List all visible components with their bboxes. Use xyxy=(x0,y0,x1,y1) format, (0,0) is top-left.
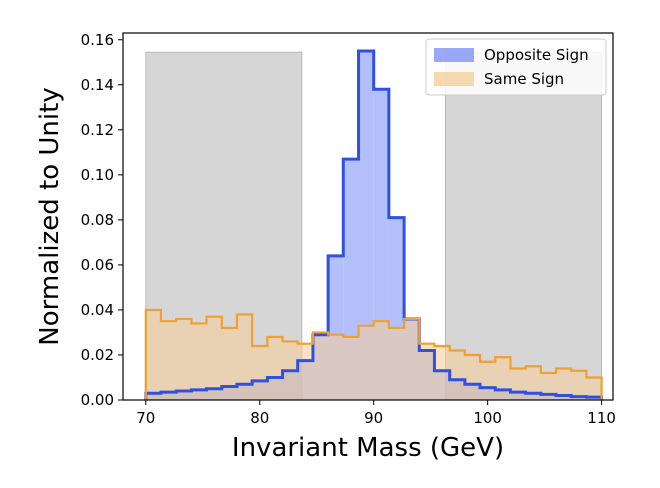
opposite-sign-bar xyxy=(358,51,374,400)
same-sign-bar xyxy=(343,336,359,400)
same-sign-bar xyxy=(586,377,602,400)
same-sign-bar xyxy=(373,321,389,400)
same-sign-bar xyxy=(495,357,511,400)
x-tick-label: 90 xyxy=(364,409,383,427)
y-tick-label: 0.04 xyxy=(81,301,114,319)
same-sign-bar xyxy=(160,321,177,400)
same-sign-bar xyxy=(328,334,344,400)
y-tick-label: 0.12 xyxy=(81,121,114,139)
y-axis-ticks: 0.00 0.02 0.04 0.06 0.08 0.10 0.12 0.14 0.16 xyxy=(81,31,123,409)
same-sign-bar xyxy=(191,323,207,400)
histogram-outlines xyxy=(144,49,604,400)
same-sign-bar xyxy=(236,314,253,400)
same-sign-bar xyxy=(464,354,481,400)
histogram-fills xyxy=(145,51,602,401)
same-sign-bar xyxy=(434,345,450,400)
x-tick-label: 80 xyxy=(250,409,269,427)
legend: Opposite Sign Same Sign xyxy=(425,38,607,96)
same-sign-bar xyxy=(449,350,465,400)
y-tick-label: 0.06 xyxy=(81,256,114,274)
opposite-sign-legend-swatch xyxy=(434,48,474,62)
same-sign-bar xyxy=(221,327,237,400)
same-sign-bar xyxy=(510,368,526,400)
same-sign-bar xyxy=(571,370,587,400)
y-tick-label: 0.00 xyxy=(81,391,114,409)
opposite-sign-outline xyxy=(144,49,604,400)
y-axis-title: Normalized to Unity xyxy=(35,87,65,345)
same-sign-bar xyxy=(358,325,374,400)
shaded-region-2 xyxy=(445,51,603,401)
same-sign-bar xyxy=(297,343,313,400)
x-tick-label: 110 xyxy=(587,409,616,427)
same-sign-bar xyxy=(540,372,557,400)
same-sign-bar xyxy=(206,316,222,400)
x-axis-ticks: 70 80 90 100 110 xyxy=(136,400,616,427)
same-sign-bar xyxy=(388,327,405,400)
same-sign-bar xyxy=(267,336,283,400)
same-sign-bar xyxy=(404,318,420,400)
y-tick-label: 0.02 xyxy=(81,346,114,364)
same-sign-legend-swatch xyxy=(434,72,474,86)
same-sign-bar xyxy=(480,361,496,400)
y-tick-label: 0.14 xyxy=(81,76,114,94)
opposite-sign-legend-label: Opposite Sign xyxy=(484,46,589,64)
same-sign-legend-label: Same Sign xyxy=(484,70,564,88)
same-sign-bar xyxy=(525,366,541,400)
same-sign-bar xyxy=(145,309,161,400)
y-tick-label: 0.08 xyxy=(81,211,114,229)
same-sign-bar xyxy=(419,343,435,400)
same-sign-bar xyxy=(312,332,329,400)
same-sign-bar xyxy=(176,318,192,400)
x-axis-title: Invariant Mass (GeV) xyxy=(232,433,504,463)
x-tick-label: 100 xyxy=(473,409,502,427)
y-tick-label: 0.16 xyxy=(81,31,114,49)
same-sign-bar xyxy=(252,345,268,400)
x-tick-label: 70 xyxy=(136,409,155,427)
same-sign-outline xyxy=(144,308,603,400)
same-sign-bar xyxy=(556,368,572,400)
y-tick-label: 0.10 xyxy=(81,166,114,184)
plot-frame xyxy=(122,32,614,401)
